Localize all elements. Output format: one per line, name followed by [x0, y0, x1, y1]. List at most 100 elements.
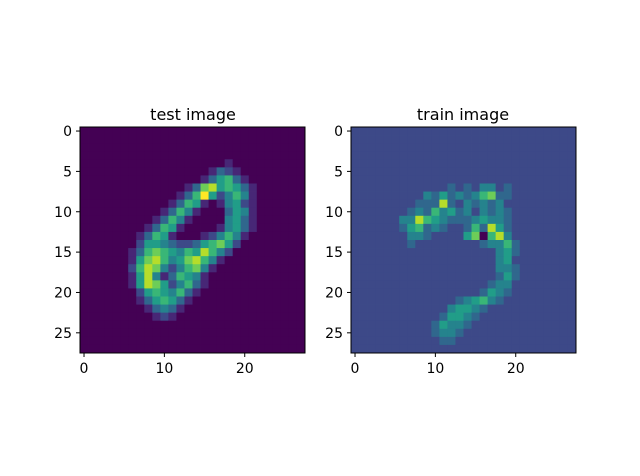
heatmap-cell — [511, 280, 521, 289]
heatmap-cell — [112, 344, 121, 354]
heatmap-cell — [423, 167, 432, 176]
heatmap-cell — [447, 143, 456, 152]
heatmap-cell — [256, 280, 266, 289]
x-tick-label: 10 — [155, 361, 173, 377]
heatmap-cell — [511, 344, 521, 354]
heatmap-cell — [367, 264, 376, 273]
heatmap-cell — [495, 215, 505, 225]
heatmap-cell — [351, 320, 360, 330]
heatmap-cell — [503, 248, 513, 257]
heatmap-cell — [168, 127, 177, 136]
heatmap-cell — [351, 296, 360, 305]
heatmap-cell — [479, 135, 489, 144]
heatmap-cell — [479, 199, 489, 209]
heatmap-cell — [184, 240, 193, 249]
heatmap-cell — [248, 304, 258, 314]
heatmap-cell — [551, 207, 561, 217]
heatmap-cell — [367, 256, 376, 265]
heatmap-cell — [407, 223, 416, 233]
heatmap-cell — [248, 175, 258, 184]
heatmap-cell — [200, 336, 209, 346]
heatmap-cell — [399, 151, 408, 160]
heatmap-cell — [503, 280, 513, 289]
heatmap-cell — [367, 248, 376, 257]
heatmap-cell — [367, 336, 376, 346]
heatmap-cell — [535, 280, 545, 289]
heatmap-cell — [399, 231, 408, 241]
heatmap-cell — [551, 223, 561, 233]
heatmap-cell — [391, 272, 400, 281]
heatmap-cell — [128, 264, 137, 273]
heatmap-cell — [495, 175, 505, 184]
heatmap-cell — [391, 159, 400, 168]
heatmap-cell — [471, 240, 480, 249]
heatmap-cell — [104, 272, 113, 281]
heatmap-cell — [256, 223, 266, 233]
heatmap-cell — [391, 320, 400, 330]
heatmap-cell — [264, 215, 274, 225]
heatmap-cell — [160, 280, 169, 289]
heatmap-cell — [559, 312, 569, 322]
heatmap-cell — [96, 304, 105, 314]
heatmap-cell — [455, 336, 464, 346]
heatmap-cell — [479, 143, 489, 152]
heatmap-cell — [399, 320, 408, 330]
heatmap-cell — [160, 127, 169, 136]
heatmap-cell — [543, 272, 553, 281]
heatmap-cell — [264, 135, 274, 144]
heatmap-cell — [104, 127, 113, 136]
heatmap-cell — [192, 312, 201, 322]
heatmap-cell — [391, 183, 400, 192]
heatmap-cell — [112, 159, 121, 168]
heatmap-cell — [359, 191, 368, 201]
heatmap-cell — [399, 256, 408, 265]
heatmap-cell — [184, 296, 193, 305]
heatmap-cell — [567, 256, 577, 265]
heatmap-cell — [471, 159, 480, 168]
heatmap-cell — [463, 272, 472, 281]
heatmap-cell — [447, 151, 456, 160]
heatmap-cell — [535, 207, 545, 217]
heatmap-cell — [439, 240, 448, 249]
heatmap-cell — [168, 248, 177, 257]
heatmap-cell — [128, 280, 137, 289]
heatmap-cell — [184, 272, 193, 281]
heatmap-cell — [479, 256, 489, 265]
heatmap-cell — [375, 264, 384, 273]
heatmap-cell — [447, 183, 456, 192]
heatmap-cell — [351, 272, 360, 281]
heatmap-cell — [455, 280, 464, 289]
heatmap-cell — [160, 296, 169, 305]
heatmap-cell — [128, 312, 137, 322]
heatmap-cell — [152, 207, 161, 217]
heatmap-cell — [184, 175, 193, 184]
heatmap-cell — [383, 248, 392, 257]
heatmap-cell — [407, 127, 416, 136]
heatmap-cell — [447, 336, 456, 346]
heatmap-cell — [128, 127, 137, 136]
heatmap-cell — [431, 215, 440, 225]
heatmap-cell — [88, 256, 97, 265]
heatmap-cell — [144, 272, 153, 281]
heatmap-cell — [136, 312, 145, 322]
heatmap-cell — [160, 159, 169, 168]
heatmap-cell — [144, 167, 153, 176]
heatmap-cell — [224, 248, 234, 257]
heatmap-cell — [543, 127, 553, 136]
heatmap-cell — [511, 336, 521, 346]
heatmap-cell — [120, 175, 129, 184]
heatmap-cell — [176, 256, 185, 265]
heatmap-cell — [503, 336, 513, 346]
heatmap-cell — [296, 127, 306, 136]
heatmap-cell — [527, 143, 537, 152]
heatmap-cell — [503, 312, 513, 322]
heatmap-cell — [447, 135, 456, 144]
heatmap-cell — [112, 143, 121, 152]
heatmap-cell — [144, 336, 153, 346]
heatmap-cell — [359, 199, 368, 209]
heatmap-cell — [200, 248, 209, 257]
heatmap-cell — [88, 336, 97, 346]
heatmap-cell — [495, 207, 505, 217]
heatmap-cell — [80, 320, 89, 330]
heatmap-cell — [296, 215, 306, 225]
